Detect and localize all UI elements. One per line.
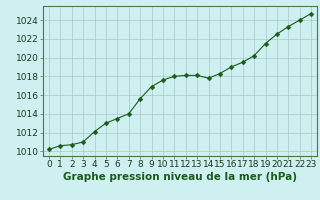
X-axis label: Graphe pression niveau de la mer (hPa): Graphe pression niveau de la mer (hPa)	[63, 172, 297, 182]
